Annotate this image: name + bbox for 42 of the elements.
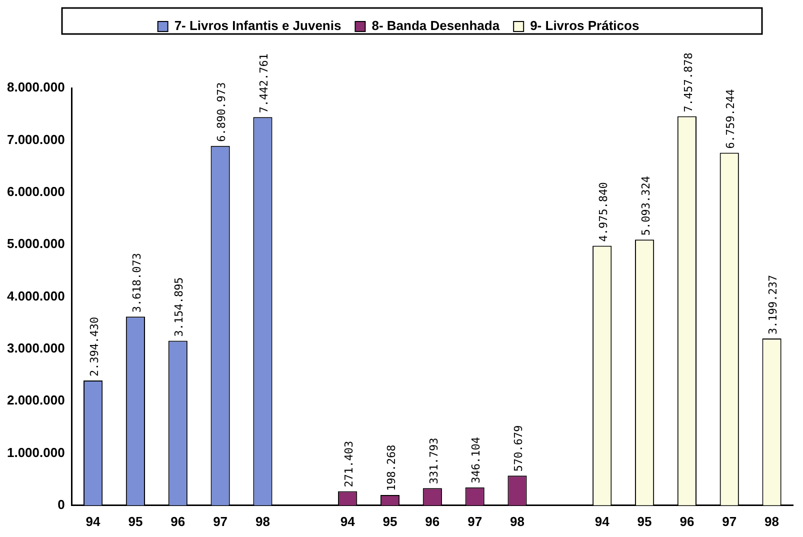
data-label: 3.154.895 [172, 277, 186, 337]
data-label: 3.618.073 [130, 253, 144, 313]
x-tick-label: 96 [170, 514, 186, 529]
y-tick-label: 5.000.000 [6, 236, 65, 252]
data-label: 570.679 [512, 425, 526, 472]
data-label: 7.457.878 [682, 52, 695, 112]
x-tick-label: 94 [594, 514, 610, 529]
y-tick-label: 2.000.000 [6, 392, 65, 408]
x-tick-label: 97 [468, 514, 482, 529]
x-tick-label: 95 [128, 514, 143, 529]
legend-label: 8- Banda Desenhada [372, 18, 500, 34]
x-tick-label: 94 [86, 514, 102, 529]
data-label: 2.394.430 [88, 316, 101, 376]
x-tick-label: 94 [340, 514, 356, 529]
data-label: 6.890.973 [215, 82, 228, 142]
y-tick-label: 3.000.000 [6, 340, 65, 356]
y-tick-label: 8.000.000 [6, 80, 65, 95]
x-tick-label: 96 [425, 514, 440, 529]
x-tick-label: 97 [722, 514, 737, 529]
x-tick-label: 98 [764, 514, 780, 529]
x-tick-label: 95 [382, 514, 398, 529]
y-tick-label: 1.000.000 [6, 444, 65, 460]
data-label: 3.199.237 [766, 274, 780, 334]
data-label: 6.759.244 [724, 88, 738, 149]
data-label: 4.975.840 [596, 182, 610, 242]
y-tick-label: 0 [58, 496, 65, 512]
x-tick-label: 98 [510, 514, 524, 529]
data-label: 346.104 [470, 436, 483, 484]
x-tick-label: 95 [637, 514, 652, 529]
data-label: 198.268 [384, 444, 398, 492]
x-tick-label: 97 [213, 514, 228, 529]
data-label: 271.403 [342, 440, 356, 488]
legend-label: 9- Livros Práticos [530, 18, 640, 34]
y-tick-label: 7.000.000 [6, 132, 65, 147]
y-tick-label: 6.000.000 [6, 184, 65, 199]
x-tick-label: 96 [680, 514, 694, 529]
y-tick-label: 4.000.000 [6, 288, 65, 304]
legend-label: 7- Livros Infantis e Juvenis [174, 18, 342, 34]
data-label: 5.093.324 [639, 176, 652, 236]
data-label: 331.793 [427, 438, 440, 484]
data-label: 7.442.761 [258, 53, 271, 114]
x-tick-label: 98 [255, 514, 270, 529]
